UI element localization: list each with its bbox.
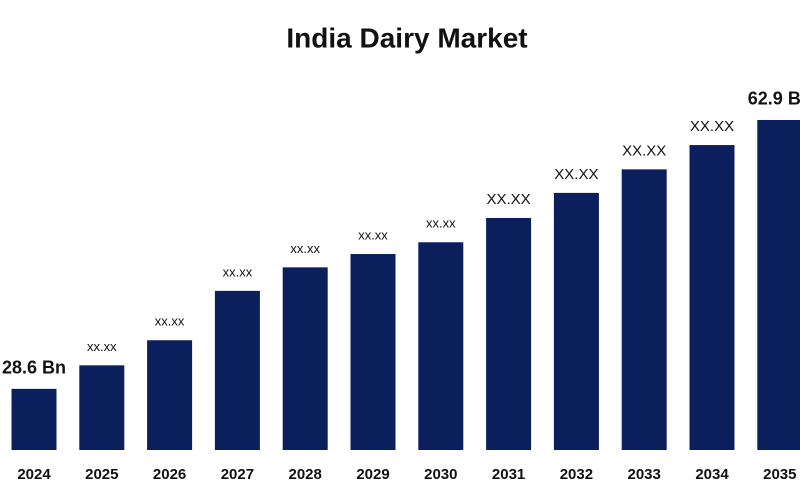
value-label: xx.xx bbox=[358, 227, 388, 242]
x-tick-label: 2032 bbox=[560, 466, 593, 483]
x-tick-label: 2028 bbox=[289, 466, 322, 483]
value-label: XX.XX bbox=[690, 118, 734, 135]
bar bbox=[79, 365, 125, 450]
value-label: xx.xx bbox=[223, 264, 253, 279]
bar bbox=[486, 217, 532, 450]
bar bbox=[689, 145, 735, 451]
bar bbox=[350, 254, 396, 450]
value-label: xx.xx bbox=[290, 241, 320, 256]
x-tick-label: 2033 bbox=[628, 466, 661, 483]
x-tick-label: 2031 bbox=[492, 466, 525, 483]
bar bbox=[282, 267, 328, 450]
x-tick-label: 2030 bbox=[424, 466, 457, 483]
x-tick-label: 2025 bbox=[85, 466, 118, 483]
x-tick-label: 2024 bbox=[17, 466, 51, 483]
value-label: xx.xx bbox=[87, 339, 117, 354]
chart-title: India Dairy Market bbox=[286, 22, 527, 53]
value-label: XX.XX bbox=[487, 191, 531, 208]
bar bbox=[147, 340, 193, 450]
x-tick-label: 2029 bbox=[356, 466, 389, 483]
value-label: xx.xx bbox=[155, 314, 185, 329]
bar bbox=[621, 169, 667, 450]
bar bbox=[418, 242, 464, 450]
x-tick-label: 2034 bbox=[695, 466, 729, 483]
value-label: XX.XX bbox=[622, 142, 666, 159]
bar bbox=[11, 388, 57, 450]
bar bbox=[214, 290, 260, 450]
value-label: xx.xx bbox=[426, 216, 456, 231]
x-tick-label: 2035 bbox=[763, 466, 796, 483]
value-label: 28.6 Bn bbox=[2, 358, 66, 378]
bar bbox=[553, 192, 599, 451]
value-label: XX.XX bbox=[554, 166, 598, 183]
x-tick-label: 2026 bbox=[153, 466, 186, 483]
bar bbox=[757, 119, 800, 450]
x-tick-label: 2027 bbox=[221, 466, 254, 483]
value-label: 62.9 Bn bbox=[748, 89, 800, 109]
